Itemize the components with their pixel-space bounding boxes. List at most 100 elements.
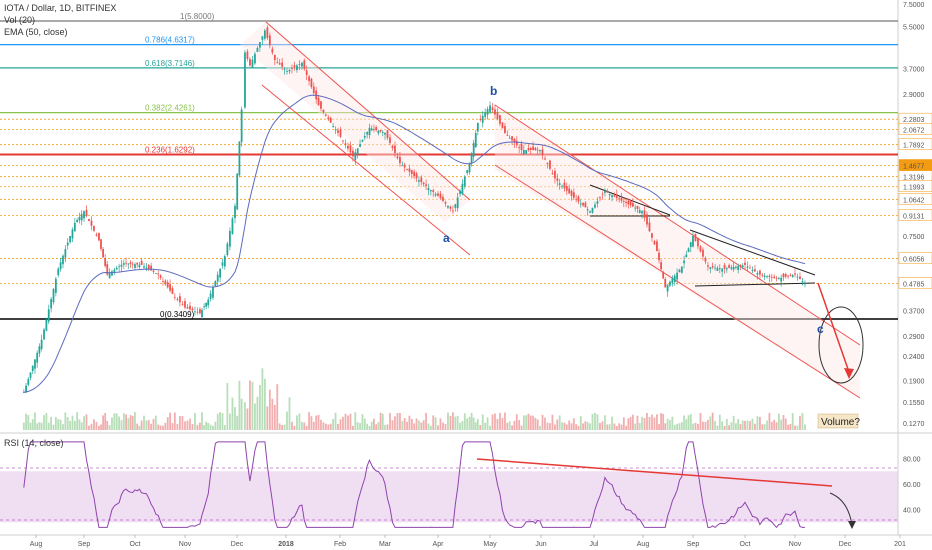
- volume-bar: [389, 413, 391, 430]
- fib-level-label: 0.618(3.7146): [145, 59, 195, 68]
- volume-bar: [536, 419, 539, 430]
- volume-bar: [102, 415, 104, 430]
- volume-bar: [268, 389, 271, 430]
- volume-bar: [544, 417, 546, 430]
- candle-body: [594, 204, 596, 208]
- volume-bar: [651, 414, 653, 430]
- candle-body: [570, 190, 573, 196]
- volume-bar: [780, 419, 783, 430]
- volume-bar: [138, 425, 141, 430]
- candle-body: [529, 147, 532, 151]
- candle-body: [231, 218, 234, 235]
- candle-body: [536, 149, 539, 151]
- candle-body: [131, 263, 134, 265]
- volume-bar: [377, 422, 380, 430]
- volume-bar: [770, 421, 773, 430]
- volume-bar: [518, 420, 521, 430]
- volume-bar: [725, 418, 728, 430]
- volume-bar: [69, 420, 71, 430]
- volume-bar: [636, 415, 639, 430]
- candle-body: [349, 145, 352, 153]
- volume-bar: [189, 418, 191, 430]
- volume-bar: [111, 417, 113, 430]
- volume-bar: [71, 415, 74, 430]
- rsi-tick: 80.00: [903, 457, 921, 464]
- volume-bar: [804, 424, 806, 430]
- volume-bar: [352, 425, 354, 430]
- volume-bar: [199, 422, 201, 430]
- volume-bar: [327, 424, 330, 430]
- candle-body: [102, 249, 104, 258]
- candle-body: [620, 197, 623, 201]
- volume-bar: [660, 413, 662, 430]
- candle-body: [489, 105, 491, 112]
- volume-bar: [384, 424, 386, 430]
- volume-bar: [634, 423, 637, 430]
- volume-bar: [476, 419, 479, 430]
- candle-body: [444, 202, 447, 204]
- volume-bar: [219, 412, 221, 430]
- volume-bar: [648, 416, 651, 430]
- volume-bar: [320, 419, 322, 430]
- candle-body: [456, 197, 459, 209]
- volume-bar: [716, 425, 719, 430]
- volume-bar: [669, 420, 671, 430]
- volume-bar: [556, 419, 559, 430]
- volume-note: Volume?: [821, 417, 860, 428]
- volume-bar: [420, 422, 423, 430]
- price-tick: 0.2900: [903, 334, 925, 341]
- volume-bar: [176, 423, 179, 430]
- candle-body: [176, 298, 179, 300]
- candle-body: [504, 126, 506, 133]
- volume-bar: [54, 416, 57, 430]
- wave-b-label: b: [490, 84, 497, 98]
- volume-bar: [529, 415, 532, 430]
- volume-bar: [184, 421, 186, 430]
- wedge-lower-2: [694, 282, 816, 287]
- candle-body: [669, 281, 671, 286]
- month-label: Dec: [231, 541, 244, 548]
- volume-bar: [685, 419, 688, 430]
- candle-body: [575, 198, 578, 200]
- volume-bar: [240, 398, 243, 430]
- candle-body: [716, 267, 719, 271]
- candle-body: [683, 260, 685, 264]
- candle-body: [551, 173, 554, 174]
- volume-bar: [646, 412, 648, 430]
- candle-body: [486, 108, 489, 115]
- candle-body: [479, 119, 482, 120]
- volume-bar: [296, 415, 298, 430]
- candle-body: [373, 129, 375, 130]
- volume-bar: [522, 415, 525, 430]
- candle-body: [427, 188, 430, 191]
- wedge-upper-2: [689, 229, 816, 276]
- candle-body: [527, 147, 530, 151]
- candle-body: [276, 62, 279, 64]
- candle-body: [203, 306, 205, 308]
- volume-bar: [763, 424, 766, 430]
- volume-bar: [246, 408, 249, 430]
- volume-bar: [194, 413, 196, 430]
- volume-bar: [234, 407, 236, 430]
- candle-body: [470, 153, 473, 164]
- volume-bar: [256, 396, 259, 430]
- candle-body: [611, 195, 613, 198]
- month-label: Apr: [433, 541, 445, 548]
- candle-body: [476, 122, 479, 132]
- candle-body: [449, 206, 452, 209]
- volume-bar: [470, 412, 473, 430]
- volume-bar: [444, 424, 447, 430]
- fib-level-label: 1(5.8000): [180, 12, 215, 21]
- volume-bar: [707, 419, 709, 430]
- price-panel[interactable]: [0, 0, 898, 432]
- candle-body: [261, 36, 264, 40]
- volume-bar: [169, 412, 171, 430]
- volume-bar: [784, 418, 787, 430]
- candle-body: [59, 262, 62, 270]
- resistance-label: 1.1993: [903, 185, 925, 192]
- month-label: Nov: [179, 541, 192, 548]
- candle-body: [157, 273, 160, 275]
- volume-bar: [692, 423, 694, 430]
- candle-body: [100, 239, 102, 249]
